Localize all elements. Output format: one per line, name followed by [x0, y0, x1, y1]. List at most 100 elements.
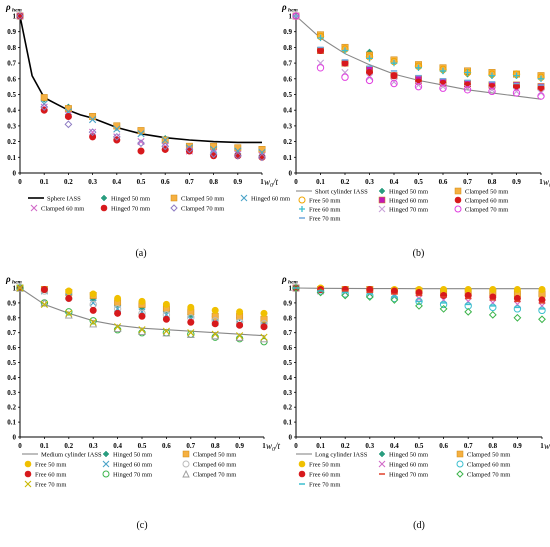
x-tick-label: 0.7: [463, 178, 472, 186]
x-tick-label: 0.2: [341, 178, 350, 186]
data-point: [138, 326, 146, 334]
data-point: [489, 285, 497, 293]
y-axis-title: ρ hem: [281, 2, 299, 14]
data-point: [40, 103, 49, 111]
legend-label: Clamped 60 mm: [467, 462, 510, 469]
legend-label: Hinged 60 mm: [251, 196, 290, 203]
data-point: [16, 284, 24, 292]
data-point: [162, 327, 170, 335]
y-tick-label: 1: [13, 285, 17, 293]
data-point: [512, 87, 521, 95]
legend-marker: [182, 450, 190, 458]
y-tick-label: 0.2: [7, 404, 16, 412]
x-tick-label: 0.2: [64, 178, 73, 186]
y-tick-label: 1: [289, 13, 293, 21]
data-point: [488, 87, 496, 96]
data-point: [464, 285, 472, 293]
x-axis-title-sub: 0: [270, 183, 273, 189]
data-point: [390, 296, 399, 304]
data-point: [137, 139, 145, 148]
data-point: [64, 120, 73, 129]
data-point: [538, 315, 546, 324]
data-point: [114, 323, 122, 331]
legend-label: Free 70 mm: [309, 482, 340, 489]
data-point: [488, 86, 496, 94]
x-axis-title-sub: 0: [272, 447, 275, 453]
legend-marker: [102, 450, 110, 458]
x-tick-label: 0.9: [512, 178, 521, 186]
legend-label: Hinged 50 mm: [389, 189, 428, 196]
y-tick-label: 0: [13, 170, 17, 178]
legend-marker: [454, 196, 462, 204]
data-point: [538, 306, 546, 315]
legend-marker: [100, 194, 108, 202]
data-point: [162, 315, 170, 323]
chart-panel: 0 0.1 0.2 0.3 0.4 0.5 0.6 0.7 0.8 0.9 1 0 0.1 0.2 0.3 0…: [281, 274, 550, 531]
data-point: [113, 125, 121, 133]
x-tick-label: 0.6: [439, 442, 448, 450]
data-point: [463, 84, 472, 92]
legend-label: Hinged 50 mm: [111, 196, 150, 203]
data-point: [463, 86, 472, 94]
data-point: [234, 144, 242, 152]
legend-marker: [298, 196, 306, 204]
y-tick-label: 0.1: [283, 419, 292, 427]
legend-label: Clamped 70 mm: [465, 207, 508, 214]
x-axis-title: w0/t: [544, 441, 550, 453]
legend-marker: [170, 194, 178, 202]
x-tick-label: 0.7: [185, 178, 194, 186]
y-tick-label: 1: [13, 13, 17, 21]
data-point: [16, 12, 24, 20]
data-point: [89, 116, 97, 124]
legend-marker: [298, 470, 306, 478]
legend-label: Clamped 70 mm: [467, 472, 510, 479]
legend-label: Hinged 60 mm: [389, 198, 428, 205]
y-tick-label: 0.9: [283, 28, 292, 36]
data-point: [537, 75, 545, 82]
legend-marker: [299, 206, 305, 212]
data-point: [16, 283, 24, 292]
legend-marker: [30, 204, 38, 212]
data-point: [260, 323, 268, 331]
data-point: [341, 291, 350, 300]
panel-label: (a): [135, 248, 146, 259]
legend-marker: [24, 480, 32, 488]
y-tick-label: 0.5: [7, 359, 16, 367]
data-point: [161, 136, 169, 144]
data-point: [187, 303, 195, 311]
x-axis-title: w0/t: [264, 177, 279, 189]
data-point: [260, 333, 268, 341]
data-point: [317, 34, 324, 42]
y-tick-label: 1: [289, 285, 293, 293]
legend-label: Free 50 mm: [309, 462, 340, 469]
data-point: [365, 69, 373, 77]
data-point: [236, 321, 244, 329]
y-tick-label: 0.6: [7, 344, 16, 352]
x-tick-label: 0.7: [186, 442, 195, 450]
legend-label: Free 70 mm: [309, 216, 340, 223]
data-point: [341, 73, 349, 81]
x-tick-label: 0.4: [390, 442, 399, 450]
data-point: [390, 78, 398, 86]
legend-marker: [24, 470, 32, 478]
data-point: [366, 55, 373, 62]
data-point: [137, 130, 145, 138]
data-point: [439, 304, 448, 313]
data-point: [390, 72, 398, 80]
data-point: [236, 332, 244, 340]
data-point: [439, 84, 447, 92]
data-point: [260, 309, 268, 317]
data-point: [513, 313, 522, 322]
x-tick-label: 0: [294, 178, 298, 186]
x-axis-title-tail: /t: [274, 441, 281, 451]
x-tick-label: 0.3: [365, 442, 374, 450]
y-tick-label: 0.5: [283, 359, 292, 367]
legend-marker: [100, 204, 108, 212]
y-axis-title: ρ hem: [5, 274, 23, 286]
y-tick-label: 0: [289, 434, 293, 442]
y-tick-label: 0.8: [7, 44, 16, 52]
data-point: [137, 127, 145, 135]
legend-marker: [378, 187, 386, 195]
data-point: [258, 153, 266, 161]
